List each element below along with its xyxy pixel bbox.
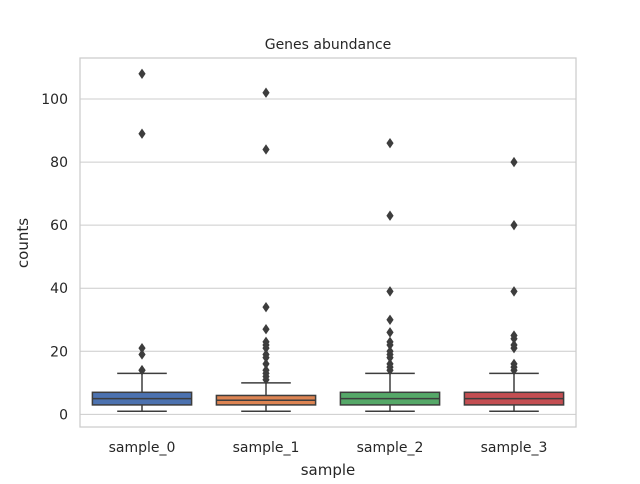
x-tick-label: sample_2	[357, 440, 424, 456]
outlier-point	[262, 87, 270, 98]
outlier-point	[510, 156, 518, 168]
y-axis-label: counts	[14, 218, 32, 268]
outlier-point	[138, 349, 146, 360]
y-tick-label: 20	[50, 344, 68, 360]
outlier-point	[262, 365, 270, 376]
box-group	[215, 87, 317, 412]
outlier-point	[510, 330, 518, 341]
outlier-point	[386, 358, 394, 370]
outlier-point	[386, 336, 394, 348]
y-tick-label: 100	[41, 92, 68, 108]
outlier-point	[138, 342, 146, 354]
box-group	[91, 68, 193, 412]
outlier-point	[262, 324, 270, 335]
x-axis-label: sample	[301, 461, 356, 479]
outlier-point	[138, 128, 146, 139]
x-tick-label: sample_1	[233, 440, 300, 456]
outlier-point	[262, 336, 270, 348]
outlier-point	[510, 339, 518, 351]
outlier-point	[510, 358, 518, 370]
outlier-point	[386, 346, 394, 357]
y-tick-label: 40	[50, 281, 68, 297]
y-tick-label: 80	[50, 155, 68, 171]
outlier-point	[386, 327, 394, 338]
outlier-point	[386, 210, 394, 221]
x-tick-label: sample_0	[109, 440, 176, 456]
outlier-point	[262, 349, 270, 360]
outlier-point	[386, 314, 394, 325]
outlier-point	[510, 286, 518, 297]
outlier-point	[510, 219, 518, 231]
outlier-point	[386, 286, 394, 297]
box-group	[339, 137, 441, 412]
outlier-point	[138, 365, 146, 376]
outlier-point	[262, 301, 270, 313]
x-tick-label: sample_3	[481, 440, 548, 456]
outlier-point	[386, 137, 394, 149]
plot-frame	[79, 57, 577, 428]
outlier-point	[262, 358, 270, 370]
y-tick-label: 60	[50, 218, 68, 234]
chart-title: Genes abundance	[265, 37, 392, 53]
box-group	[463, 156, 565, 412]
outlier-point	[262, 144, 270, 155]
y-tick-label: 0	[59, 407, 68, 423]
outlier-point	[138, 68, 146, 79]
